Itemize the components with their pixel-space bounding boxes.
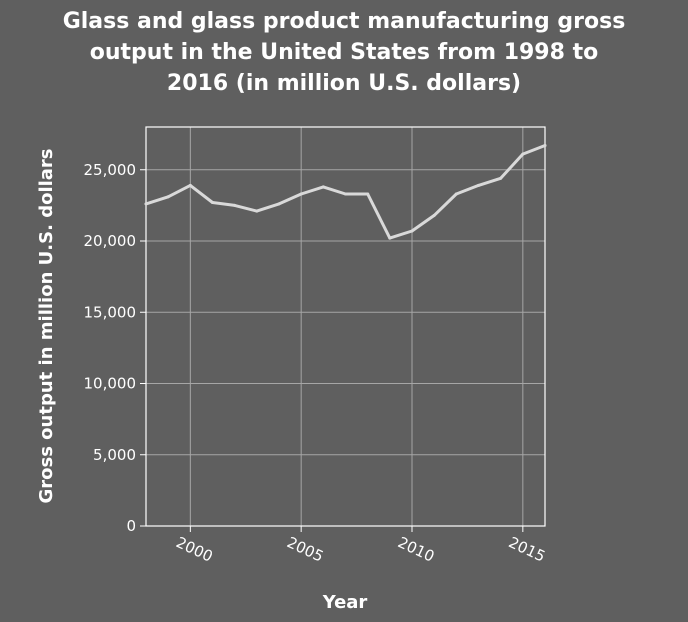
x-axis-label: Year [322,592,368,613]
chart-title-line: 2016 (in million U.S. dollars) [166,71,522,96]
series [144,144,547,240]
data-point [166,195,170,199]
y-tick-label: 25,000 [84,161,137,179]
data-point [477,183,480,187]
y-tick-label: 20,000 [84,232,137,250]
grid [146,127,545,526]
x-tick-label: 2000 [173,533,215,565]
plot-area-frame [145,126,546,527]
chart-title: Glass and glass product manufacturing gr… [0,6,688,99]
data-point [366,192,370,196]
data-point [144,202,148,206]
data-point [432,213,436,217]
y-tick-label: 15,000 [84,303,137,321]
data-point [233,203,237,207]
axis-ticks: 2000 2005 2010 2015 0 5,000 10,000 15,000 20,000… [84,161,549,566]
y-tick-label: 0 [126,517,136,535]
data-point [344,192,347,196]
x-tick-label: 2015 [506,533,548,565]
chart-title-line: Glass and glass product manufacturing gr… [62,9,626,34]
data-point [255,209,259,213]
data-point [321,185,325,189]
data-point [299,192,303,196]
y-axis-label: Gross output in million U.S. dollars [36,148,57,503]
x-tick-label: 2005 [284,533,326,565]
data-point [277,202,281,206]
data-point [521,152,525,156]
data-point [454,192,458,196]
data-point [543,144,547,147]
data-point [499,176,503,180]
data-point [211,201,214,204]
y-tick-label: 10,000 [84,375,137,393]
chart-title-line: output in the United States from 1998 to [89,40,599,65]
series-line [144,144,547,240]
data-point [388,236,392,240]
x-tick-label: 2010 [395,533,437,565]
data-point [410,229,414,233]
data-point [188,183,192,187]
y-tick-label: 5,000 [93,446,136,464]
